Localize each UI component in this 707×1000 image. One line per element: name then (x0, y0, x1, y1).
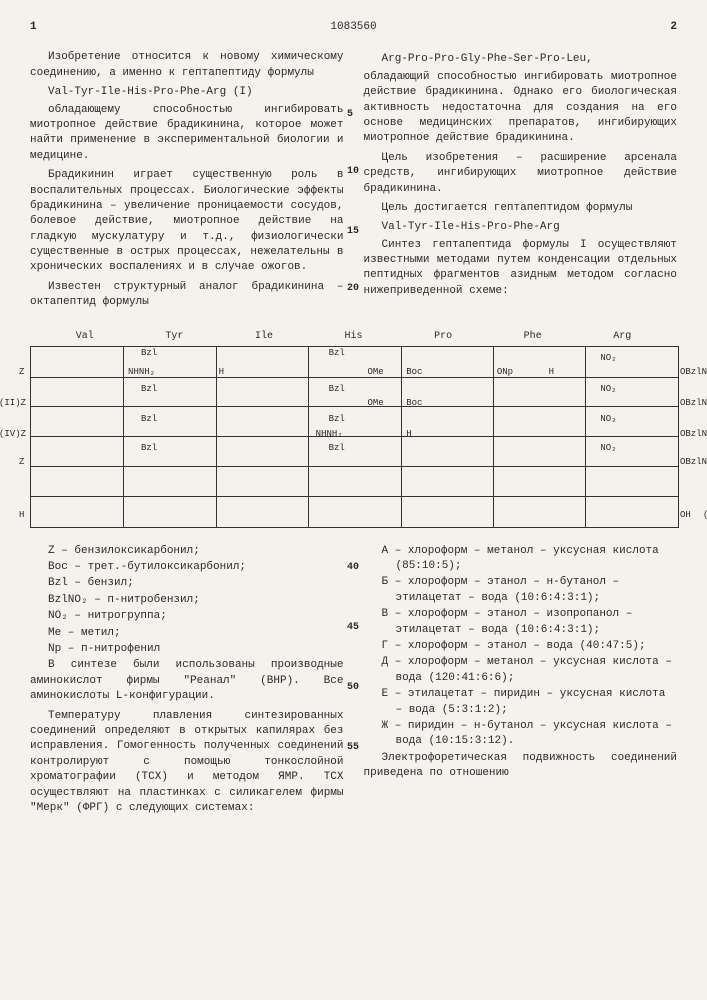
marker-15: 15 (347, 225, 359, 239)
hdr-tyr: Tyr (130, 330, 220, 344)
diagram-aa-header: Val Tyr Ile His Pro Phe Arg (30, 330, 677, 344)
lower-left-p1: В синтезе были использованы производные … (30, 658, 344, 704)
marker-20: 20 (347, 282, 359, 296)
formula1: Val-Tyr-Ile-His-Pro-Phe-Arg (I) (48, 85, 344, 100)
lbl-z1: Z (19, 366, 24, 379)
lbl-bzl-r5-2: Bzl (329, 442, 345, 455)
lbl-h1: H (219, 366, 224, 379)
solv-e: Е – этилацетат – пиридин – уксусная кисл… (396, 687, 678, 718)
lbl-obzlno2-vi: OBzlNO₂(VI) (680, 456, 707, 469)
solv-b2: В – хлороформ – этанол – изопропанол – э… (396, 607, 678, 638)
lbl-obzlno2-1: OBzlNO₂ (680, 366, 707, 379)
lbl-ome2: OMe (367, 397, 383, 410)
lbl-ome1: OMe (367, 366, 383, 379)
marker-5: 5 (347, 108, 353, 122)
lbl-obzlno2-v: OBzlNO₂(V) (680, 428, 707, 441)
diagram-grid: Bzl Bzl Z NHNH₂ H OMe Boc ONp H NO₂ OBzl… (30, 346, 679, 528)
lbl-bzl-r2-1: Bzl (141, 383, 157, 396)
lbl-no2-2: NO₂ (600, 383, 616, 396)
lbl-no2-4: NO₂ (600, 442, 616, 455)
lbl-obzlno2-iii: OBzlNO₂(III) (680, 397, 707, 410)
hline-2 (31, 406, 678, 407)
hline-3 (31, 436, 678, 437)
synthesis-diagram: Val Tyr Ile His Pro Phe Arg Bzl Bzl Z NH… (30, 330, 677, 528)
abbr-boc: Boc – трет.-бутилоксикарбонил; (48, 560, 344, 575)
hline-4 (31, 466, 678, 467)
abbr-z: Z – бензилоксикарбонил; (48, 544, 344, 559)
hdr-ile: Ile (219, 330, 309, 344)
lbl-boc2: Boc (406, 397, 422, 410)
marker-45: 45 (347, 621, 359, 635)
hdr-val: Val (40, 330, 130, 344)
lbl-bzl-h2: Bzl (329, 347, 345, 360)
formula2: Arg-Pro-Pro-Gly-Phe-Ser-Pro-Leu, (382, 52, 678, 67)
lbl-i: (I) (703, 509, 707, 522)
left-p3: Брадикинин играет существенную роль в во… (30, 168, 344, 276)
lbl-z2: Z (19, 456, 24, 469)
lbl-bzl-r3-1: Bzl (141, 413, 157, 426)
header-row: 1 1083560 2 (30, 20, 677, 35)
right-p1: обладающий способностью ингибировать мио… (364, 70, 678, 147)
lower-left-p2: Температуру плавления синтезированных со… (30, 709, 344, 817)
lbl-no2-3: NO₂ (600, 413, 616, 426)
lbl-h3: H (406, 428, 411, 441)
solv-zh: Ж – пиридин – н-бутанол – уксусная кисло… (396, 719, 678, 750)
lbl-nhnh2: NHNH₂ (128, 366, 155, 379)
right-column: Arg-Pro-Pro-Gly-Phe-Ser-Pro-Leu, обладаю… (364, 50, 678, 314)
lower-section: Z – бензилоксикарбонил; Boc – трет.-бути… (30, 543, 677, 821)
hdr-arg: Arg (577, 330, 667, 344)
abbr-no2b: NO₂ – нитрогруппа; (48, 609, 344, 624)
abbr-me: Me – метил; (48, 626, 344, 641)
lbl-iv-z: (IV)Z (0, 428, 26, 441)
lbl-nhnh2-2: NHNH₂ (316, 428, 343, 441)
lbl-bzl-r2-2: Bzl (329, 383, 345, 396)
lbl-h2: H (549, 366, 554, 379)
lbl-no2-1: NO₂ (600, 352, 616, 365)
lower-right-p1: Электрофоретическая подвижность соединен… (364, 751, 678, 782)
left-p4: Известен структурный аналог брадикинина … (30, 280, 344, 311)
upper-section: Изобретение относится к новому химическо… (30, 50, 677, 314)
lower-right-column: А – хлороформ – метанол – уксусная кисло… (364, 543, 678, 821)
hdr-phe: Phe (488, 330, 578, 344)
abbr-np: Np – п-нитрофенил (48, 642, 344, 657)
lbl-onp: ONp (497, 366, 513, 379)
left-p2: обладающему способностью ингибировать ми… (30, 103, 344, 165)
right-p3: Цель достигается гептапептидом формулы (364, 201, 678, 216)
lbl-bzl-h1: Bzl (141, 347, 157, 360)
right-p2: Цель изобретения – расширение арсенала с… (364, 151, 678, 197)
left-p1: Изобретение относится к новому химическо… (30, 50, 344, 81)
solv-b1: Б – хлороформ – этанол – н-бутанол – эти… (396, 575, 678, 606)
solv-g: Г – хлороформ – этанол – вода (40:47:5); (396, 639, 678, 654)
upper-columns: Изобретение относится к новому химическо… (30, 50, 677, 314)
lbl-bzl-r3-2: Bzl (329, 413, 345, 426)
marker-10: 10 (347, 165, 359, 179)
solv-d: Д – хлороформ – метанол – уксусная кисло… (396, 655, 678, 686)
abbr-bzlno2: BzlNO₂ – п-нитробензил; (48, 593, 344, 608)
lbl-h-bottom: H (19, 509, 24, 522)
formula3: Val-Tyr-Ile-His-Pro-Phe-Arg (382, 220, 678, 235)
abbr-bzl: Bzl – бензил; (48, 576, 344, 591)
lower-left-column: Z – бензилоксикарбонил; Boc – трет.-бути… (30, 543, 344, 821)
hdr-pro: Pro (398, 330, 488, 344)
marker-50: 50 (347, 681, 359, 695)
hdr-his: His (309, 330, 399, 344)
right-p4: Синтез гептапептида формулы I осуществля… (364, 238, 678, 300)
lbl-ii-z: (II)Z (0, 397, 26, 410)
marker-55: 55 (347, 741, 359, 755)
lbl-oh: OH (680, 509, 691, 522)
doc-number: 1083560 (37, 20, 671, 35)
page-left: 1 (30, 20, 37, 35)
lbl-boc1: Boc (406, 366, 422, 379)
solv-a: А – хлороформ – метанол – уксусная кисло… (396, 544, 678, 575)
marker-40: 40 (347, 561, 359, 575)
lbl-bzl-r5-1: Bzl (141, 442, 157, 455)
hline-5 (31, 496, 678, 497)
left-column: Изобретение относится к новому химическо… (30, 50, 344, 314)
page-right: 2 (670, 20, 677, 35)
